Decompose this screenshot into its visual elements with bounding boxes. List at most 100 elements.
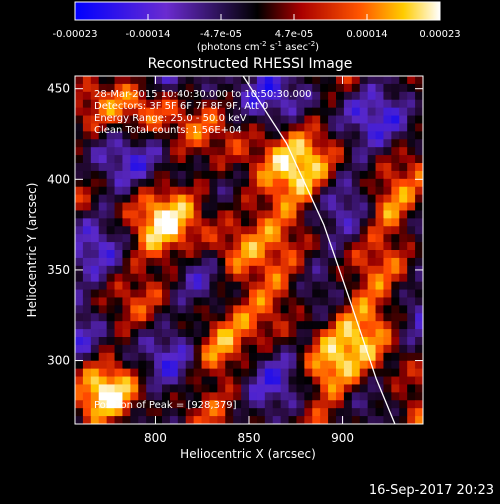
heatmap-cell [288,194,297,204]
heatmap-cell [407,147,416,156]
heatmap-cell [383,368,392,378]
heatmap-cell [233,392,242,401]
heatmap-cell [154,281,163,291]
heatmap-cell [375,313,384,322]
heatmap-cell [75,242,84,251]
heatmap-cell [193,257,203,267]
heatmap-cell [328,297,337,306]
heatmap-cell [351,76,361,85]
heatmap-cell [415,376,423,385]
heatmap-cell [98,337,108,346]
heatmap-cell [185,250,195,259]
heatmap-cell [280,218,290,227]
heatmap-cell [122,281,131,291]
heatmap-cell [383,107,392,117]
heatmap-cell [304,384,313,393]
heatmap-cell [407,83,416,93]
heatmap-cell [383,202,392,211]
heatmap-cell [217,186,226,196]
heatmap-cell [312,313,321,322]
heatmap-cell [75,226,84,235]
heatmap-cell [217,400,226,409]
heatmap-cell [75,170,84,180]
heatmap-cell [122,131,131,140]
heatmap-cell [193,139,203,148]
heatmap-cell [304,170,313,180]
x-axis-label: Heliocentric X (arcsec) [180,447,316,461]
heatmap-cell [296,392,305,401]
heatmap-cell [106,344,116,354]
heatmap-cell [130,289,139,298]
heatmap-cell [296,202,305,211]
heatmap-cell [256,329,266,338]
heatmap-cell [169,155,179,164]
heatmap-cell [201,265,210,275]
heatmap-cell [146,131,155,140]
heatmap-cell [336,281,345,291]
heatmap-cell [367,313,377,322]
heatmap-cell [106,178,116,188]
heatmap-cell [415,226,423,235]
heatmap-cell [138,83,147,93]
heatmap-cell [122,360,131,370]
heatmap-cell [75,273,84,283]
heatmap-cell [336,400,345,409]
heatmap-cell [359,91,369,101]
heatmap-cell [351,123,361,132]
heatmap-cell [359,186,369,196]
heatmap-cell [130,329,139,338]
heatmap-cell [225,170,234,180]
heatmap-cell [312,139,321,148]
heatmap-cell [193,416,203,424]
heatmap-cell [249,265,258,275]
heatmap-cell [343,178,353,188]
heatmap-cell [312,265,321,275]
heatmap-cell [130,273,139,283]
heatmap-cell [169,107,179,117]
heatmap-cell [98,218,108,227]
heatmap-cell [328,352,337,362]
heatmap-cell [264,226,274,235]
heatmap-cell [383,218,392,227]
heatmap-cell [106,313,116,322]
heatmap-cell [359,257,369,267]
heatmap-cell [217,163,226,172]
heatmap-cell [383,155,392,164]
heatmap-cell [162,257,171,267]
heatmap-cell [146,163,155,172]
heatmap-cell [233,76,242,85]
heatmap-cell [185,131,195,140]
heatmap-cell [304,376,313,385]
heatmap-cell [383,329,392,338]
heatmap-cell [343,329,353,338]
heatmap-cell [272,408,282,417]
heatmap-cell [241,376,250,385]
heatmap-cell [106,265,116,275]
heatmap-cell [288,83,297,93]
heatmap-cell [280,99,290,109]
heatmap-cell [169,289,179,298]
heatmap-cell [193,107,203,117]
heatmap-cell [304,131,313,140]
heatmap-cell [82,163,92,172]
heatmap-cell [359,242,369,251]
heatmap-cell [225,329,234,338]
heatmap-cell [359,273,369,283]
heatmap-cell [343,250,353,259]
heatmap-cell [249,107,258,117]
heatmap-cell [130,155,139,164]
heatmap-cell [185,265,195,275]
heatmap-cell [383,147,392,156]
heatmap-cell [169,352,179,362]
heatmap-cell [185,234,195,243]
heatmap-cell [185,170,195,180]
heatmap-cell [106,273,116,283]
heatmap-cell [138,321,147,330]
heatmap-cell [225,107,234,117]
heatmap-cell [225,281,234,291]
heatmap-cell [146,123,155,132]
heatmap-cell [320,344,329,354]
heatmap-cell [407,202,416,211]
heatmap-cell [320,170,329,180]
heatmap-cell [407,368,416,378]
